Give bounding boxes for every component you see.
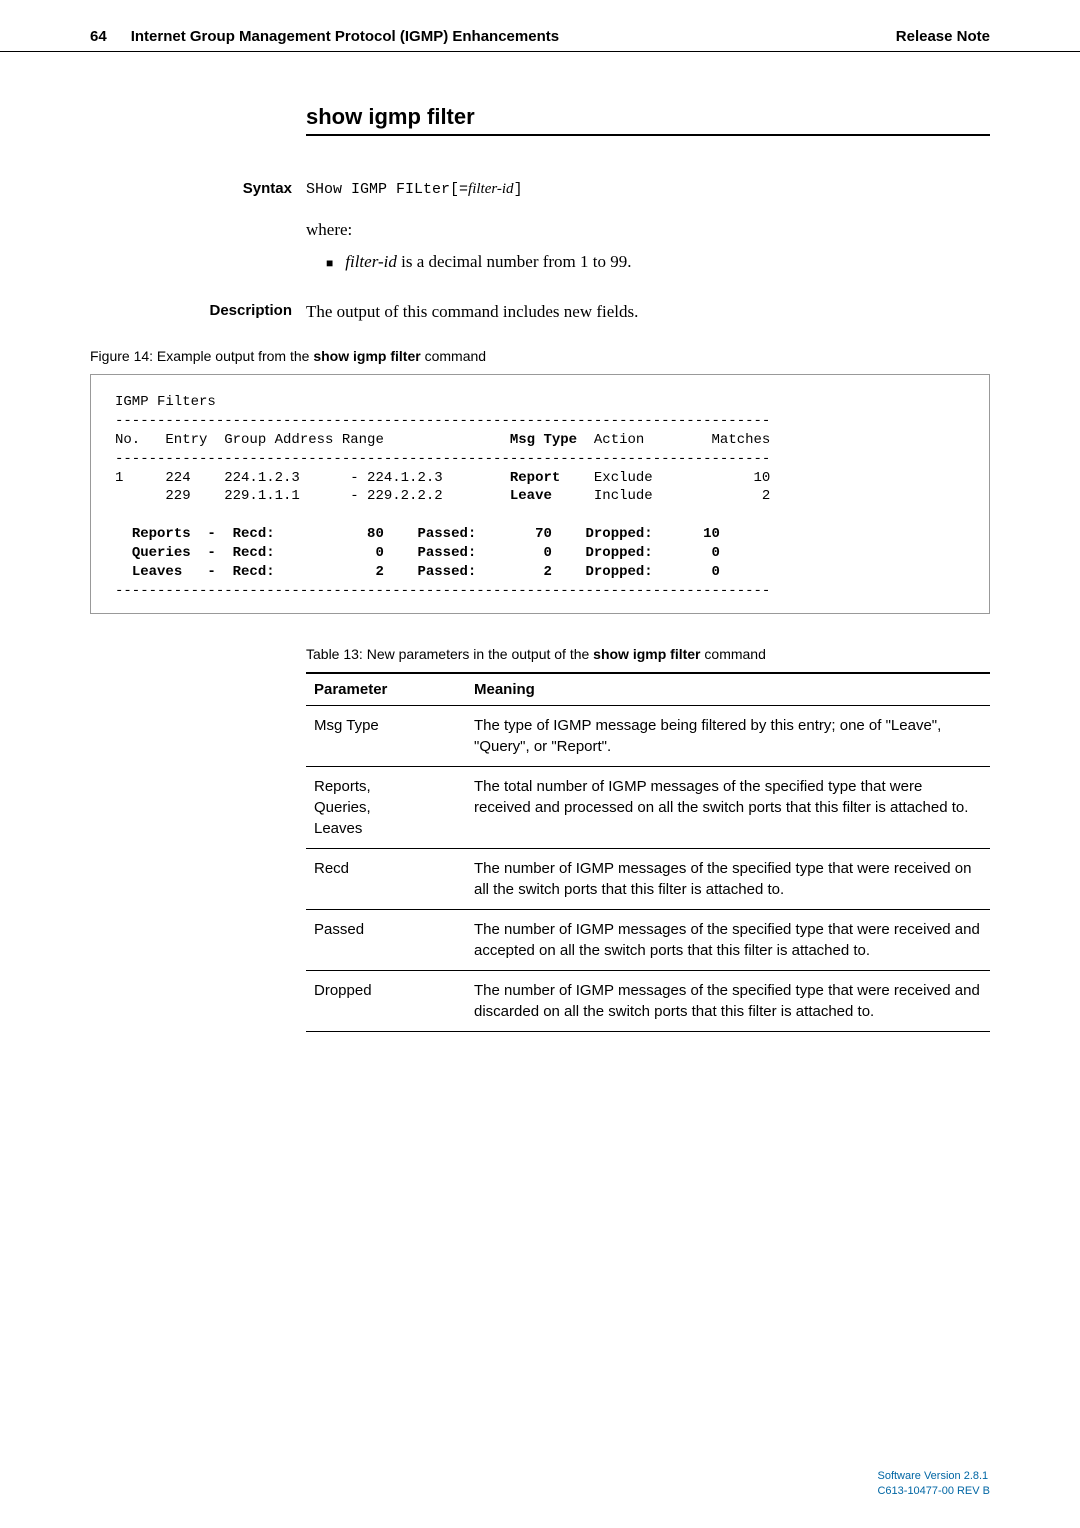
cmd-suffix: ]	[514, 181, 523, 198]
table-header-row: Parameter Meaning	[306, 673, 990, 706]
param-cell: Dropped	[306, 970, 466, 1031]
param-cell: Passed	[306, 909, 466, 970]
cmd-param: filter-id	[468, 181, 514, 197]
table-caption: Table 13: New parameters in the output o…	[306, 646, 990, 662]
tbl-cap-bold: show igmp filter	[593, 646, 700, 662]
meaning-cell: The number of IGMP messages of the speci…	[466, 909, 990, 970]
table-row: Msg TypeThe type of IGMP message being f…	[306, 705, 990, 766]
syntax-row: Syntax SHow IGMP FILter[=filter-id] wher…	[90, 180, 990, 272]
release-note-label: Release Note	[896, 28, 990, 45]
syntax-command: SHow IGMP FILter[=filter-id]	[306, 181, 523, 198]
header-left: 64 Internet Group Management Protocol (I…	[90, 28, 559, 45]
fig-cap-suffix: command	[421, 348, 486, 364]
page-number: 64	[90, 28, 107, 45]
page-header: 64 Internet Group Management Protocol (I…	[0, 0, 1080, 52]
footer: Software Version 2.8.1 C613-10477-00 REV…	[877, 1469, 990, 1498]
bullet-marker: ■	[326, 256, 333, 270]
footer-line1: Software Version 2.8.1	[877, 1469, 990, 1483]
param-cell: Msg Type	[306, 705, 466, 766]
tbl-cap-suffix: command	[701, 646, 766, 662]
bullet-param: filter-id	[345, 252, 397, 271]
param-cell: Reports, Queries, Leaves	[306, 766, 466, 848]
content-area: show igmp filter Syntax SHow IGMP FILter…	[0, 104, 1080, 1032]
syntax-label: Syntax	[90, 180, 306, 272]
figure-caption: Figure 14: Example output from the show …	[90, 348, 990, 364]
tbl-cap-prefix: Table 13: New parameters in the output o…	[306, 646, 593, 662]
where-line: where:	[306, 220, 990, 240]
meaning-cell: The number of IGMP messages of the speci…	[466, 970, 990, 1031]
meaning-cell: The number of IGMP messages of the speci…	[466, 848, 990, 909]
bullet-text: filter-id is a decimal number from 1 to …	[345, 252, 631, 272]
fig-cap-bold: show igmp filter	[313, 348, 420, 364]
description-text: The output of this command includes new …	[306, 302, 990, 322]
table-row: RecdThe number of IGMP messages of the s…	[306, 848, 990, 909]
cmd-prefix: SHow IGMP FILter[=	[306, 181, 468, 198]
chapter-title: Internet Group Management Protocol (IGMP…	[131, 28, 559, 45]
section-title: show igmp filter	[306, 104, 990, 136]
th-meaning: Meaning	[466, 673, 990, 706]
param-cell: Recd	[306, 848, 466, 909]
bullet-rest: is a decimal number from 1 to 99.	[397, 252, 632, 271]
parameter-table: Parameter Meaning Msg TypeThe type of IG…	[306, 672, 990, 1032]
table-row: PassedThe number of IGMP messages of the…	[306, 909, 990, 970]
th-parameter: Parameter	[306, 673, 466, 706]
description-row: Description The output of this command i…	[90, 302, 990, 322]
description-label: Description	[90, 302, 306, 322]
fig-cap-prefix: Figure 14: Example output from the	[90, 348, 313, 364]
table-row: Reports, Queries, LeavesThe total number…	[306, 766, 990, 848]
meaning-cell: The type of IGMP message being filtered …	[466, 705, 990, 766]
table-row: DroppedThe number of IGMP messages of th…	[306, 970, 990, 1031]
bullet-line: ■ filter-id is a decimal number from 1 t…	[326, 252, 990, 272]
footer-line2: C613-10477-00 REV B	[877, 1484, 990, 1498]
code-output-box: IGMP Filters ---------------------------…	[90, 374, 990, 614]
syntax-content: SHow IGMP FILter[=filter-id] where: ■ fi…	[306, 180, 990, 272]
meaning-cell: The total number of IGMP messages of the…	[466, 766, 990, 848]
